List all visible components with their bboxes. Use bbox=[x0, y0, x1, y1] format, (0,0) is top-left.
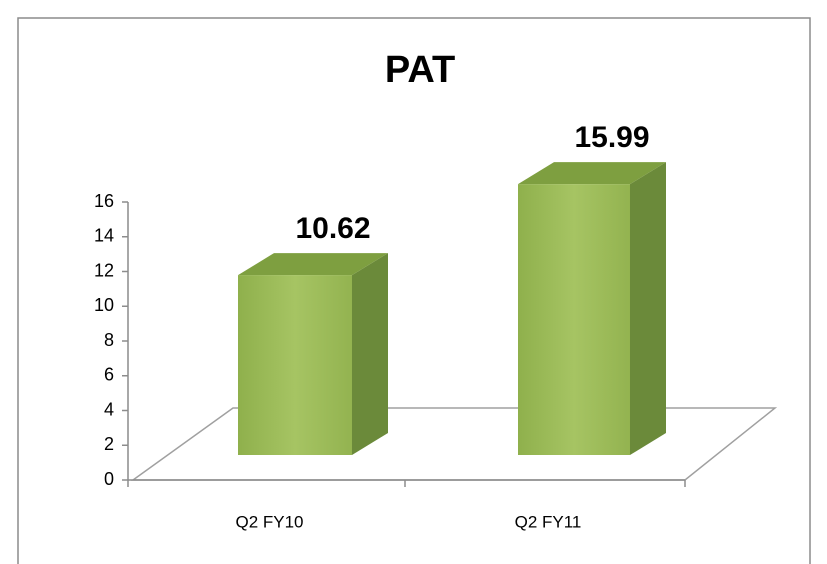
bar bbox=[238, 253, 388, 455]
y-tick-label: 12 bbox=[94, 260, 114, 280]
bar-side bbox=[352, 253, 388, 455]
floor bbox=[130, 407, 778, 481]
y-tick-label: 8 bbox=[104, 330, 114, 350]
x-tick-label: Q2 FY10 bbox=[235, 512, 303, 531]
bar-front bbox=[518, 184, 630, 456]
bar-top bbox=[238, 253, 388, 276]
bar-front bbox=[238, 275, 352, 455]
y-tick-label: 0 bbox=[104, 469, 114, 489]
y-tick-label: 4 bbox=[104, 399, 114, 419]
chart-title: PAT bbox=[385, 49, 455, 91]
bar bbox=[518, 162, 666, 456]
bar-side bbox=[630, 162, 666, 456]
value-label: 15.99 bbox=[574, 121, 649, 154]
bar-top bbox=[518, 162, 666, 185]
y-tick-label: 14 bbox=[94, 226, 114, 246]
y-tick-label: 16 bbox=[94, 191, 114, 211]
y-tick-label: 10 bbox=[94, 295, 114, 315]
x-tick-label: Q2 FY11 bbox=[515, 512, 582, 531]
y-tick-label: 2 bbox=[104, 434, 114, 454]
value-label: 10.62 bbox=[295, 212, 370, 245]
chart-frame bbox=[17, 17, 811, 564]
y-tick-label: 6 bbox=[104, 365, 114, 385]
